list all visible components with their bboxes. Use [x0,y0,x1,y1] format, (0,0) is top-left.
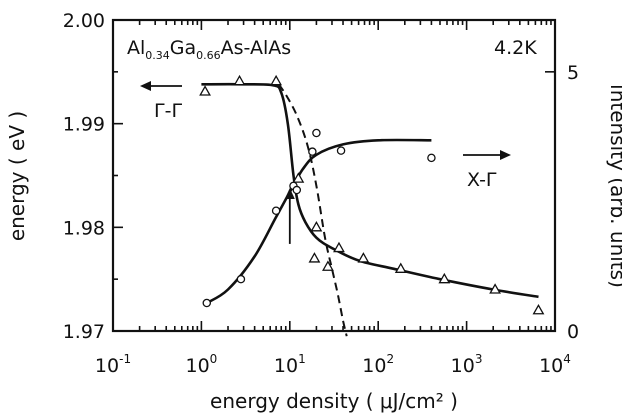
triangle-data-point [357,252,370,263]
triangle-data-point [322,260,334,271]
x-tick-label: 103 [451,352,483,377]
y-left-tick-label: 1.97 [63,321,105,343]
triangle-data-point [308,252,321,263]
threshold-arrowhead [284,187,295,199]
gamma-gamma-arrowhead [140,81,151,91]
x-tick-label: 101 [274,352,306,377]
y-right-tick-label: 5 [567,62,579,84]
series-layer [201,82,539,337]
ticks-layer: 10-1 100 101 102 103 104 1.97 1.98 1.99 2.00 0 5 [63,10,579,377]
triangle-data-point [199,85,211,96]
circle-data-point [292,185,302,195]
y-left-tick-label: 1.99 [63,114,105,136]
y-axis-title-right: intensity (arb. units) [606,84,622,288]
triangle-data-point [489,283,501,294]
x-tick-label: 102 [362,352,394,377]
x-tick-label: 10-1 [95,352,131,377]
circle-data-point [427,153,436,163]
y-left-tick-label: 2.00 [63,10,105,32]
y-right-tick-label: 0 [567,321,579,343]
y-axis-title-left: energy ( eV ) [5,111,29,241]
circle-data-point [312,128,321,138]
triangle-data-point [438,272,451,284]
sample-label: Al0.34Ga0.66As-AlAs [127,37,291,62]
temperature-label: 4.2K [494,37,537,59]
x-axis-title: energy density ( μJ/cm² ) [210,389,458,413]
circle-data-point [308,147,317,156]
triangle-data-point [333,241,345,253]
marks-layer [199,74,545,315]
x-tick-label: 104 [539,352,571,377]
triangle-data-point [292,172,305,183]
triangle-data-point [394,262,407,273]
circle-data-point [236,274,246,284]
x-tick-label: 100 [185,352,217,377]
triangle-data-point [310,221,323,232]
fit-curve-2 [201,82,539,299]
triangle-data-point [233,74,246,86]
circle-data-point [336,146,346,155]
circle-data-point [271,206,281,215]
y-left-tick-label: 1.98 [63,217,105,239]
x-gamma-arrowhead [500,150,511,160]
triangle-data-point [270,74,283,86]
triangle-data-point [532,303,545,315]
circle-data-point [202,298,212,308]
gamma-gamma-label: Γ-Γ [154,100,182,122]
x-gamma-label: X-Γ [467,169,497,191]
dashed-curve [277,83,348,337]
